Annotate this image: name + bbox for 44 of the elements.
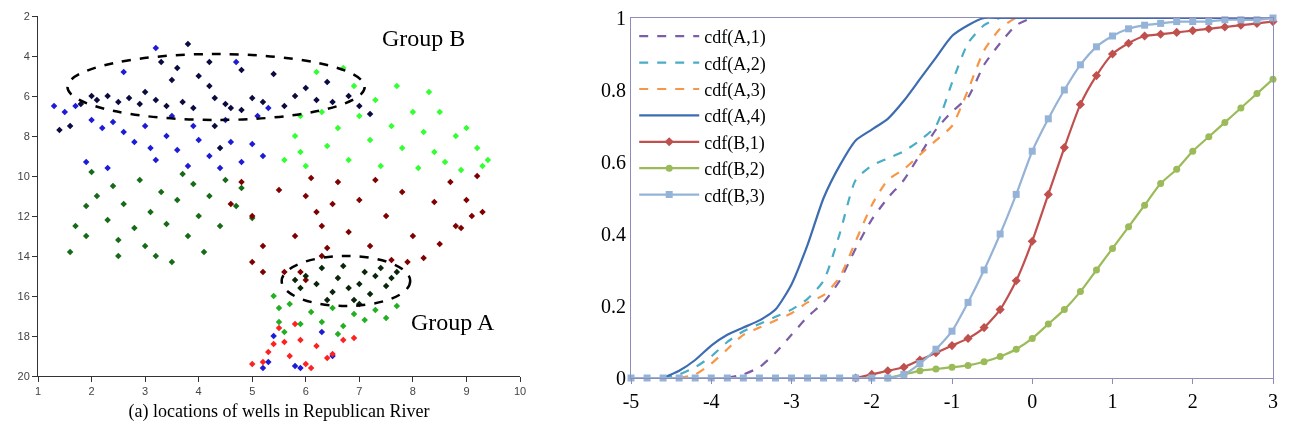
x-tick-label: -3 — [783, 390, 800, 412]
x-tick-label: -1 — [943, 390, 961, 412]
y-tick-label: 6 — [23, 89, 30, 102]
legend-label: cdf(A,2) — [704, 53, 766, 75]
x-tick-label: 10 — [513, 385, 527, 398]
legend-label: cdf(A,4) — [704, 106, 766, 128]
y-tick-label: 12 — [17, 209, 30, 222]
y-tick-label: 8 — [23, 129, 30, 142]
x-tick-label: 8 — [409, 385, 416, 398]
y-tick-label: 0.6 — [601, 151, 626, 173]
x-tick-label: 3 — [1268, 390, 1278, 412]
x-tick-label: -5 — [622, 390, 640, 412]
legend-label: cdf(B,3) — [704, 185, 765, 207]
y-tick-label: 16 — [17, 289, 30, 302]
legend-label: cdf(B,2) — [704, 159, 765, 181]
x-tick-label: 5 — [249, 385, 256, 398]
y-tick-label: 0.4 — [601, 223, 626, 245]
legend-label: cdf(A,1) — [704, 27, 766, 49]
y-tick-label: 10 — [17, 169, 30, 182]
y-tick-label: 0.2 — [601, 295, 626, 317]
x-tick-label: 2 — [88, 385, 95, 398]
x-tick-label: 1 — [1107, 390, 1118, 412]
x-tick-label: 3 — [142, 385, 149, 398]
annotation: Group B — [382, 25, 466, 51]
y-tick-label: 1 — [616, 7, 626, 29]
x-tick-label: 0 — [1027, 390, 1038, 412]
x-tick-label: -4 — [702, 390, 720, 412]
x-tick-label: 9 — [463, 385, 470, 398]
x-tick-label: 6 — [302, 385, 309, 398]
legend-label: cdf(B,1) — [704, 132, 765, 154]
y-tick-label: 4 — [23, 49, 30, 62]
y-tick-label: 18 — [17, 329, 30, 342]
x-tick-label: 4 — [195, 385, 202, 398]
annotation: Group A — [411, 309, 495, 335]
y-tick-label: 0.8 — [601, 79, 626, 101]
x-axis-title: (a) locations of wells in Republican River — [128, 401, 430, 423]
x-tick-label: 7 — [356, 385, 363, 398]
legend-label: cdf(A,3) — [704, 80, 766, 102]
y-tick-label: 2 — [23, 9, 30, 22]
y-tick-label: 14 — [17, 249, 30, 262]
x-tick-label: 1 — [34, 385, 42, 398]
y-tick-label: 20 — [17, 369, 30, 382]
x-tick-label: -2 — [863, 390, 881, 412]
x-tick-label: 2 — [1187, 390, 1198, 412]
